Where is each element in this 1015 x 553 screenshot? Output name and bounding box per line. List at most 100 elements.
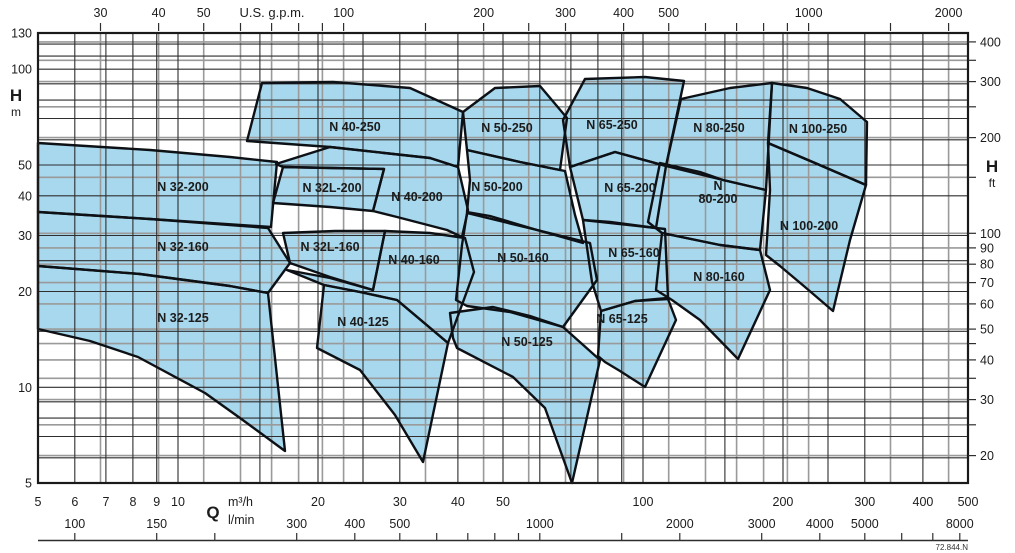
region-fill-N-40-160 <box>287 231 474 343</box>
svg-text:3000: 3000 <box>748 517 776 531</box>
svg-text:40: 40 <box>18 189 32 203</box>
svg-text:8: 8 <box>129 495 136 509</box>
svg-text:10: 10 <box>18 381 32 395</box>
svg-text:400: 400 <box>913 495 934 509</box>
svg-text:U.S. g.p.m.: U.S. g.p.m. <box>239 5 304 20</box>
grid-gray <box>38 33 968 483</box>
svg-text:300: 300 <box>854 495 875 509</box>
svg-text:4000: 4000 <box>806 517 834 531</box>
svg-text:30: 30 <box>18 229 32 243</box>
svg-text:500: 500 <box>958 495 979 509</box>
svg-text:N 80-160: N 80-160 <box>693 270 744 284</box>
svg-text:30: 30 <box>94 6 108 20</box>
svg-text:70: 70 <box>980 276 994 290</box>
svg-text:1000: 1000 <box>526 517 554 531</box>
svg-text:N 32-160: N 32-160 <box>157 240 208 254</box>
region-fill-N-50-200 <box>467 150 583 243</box>
axis-bottom-m3h: 5 6 7 8 9 10 20 30 40 50 100 200 300 400 500 Qm³/h l/min <box>35 495 979 527</box>
region-outline-N-32-200 <box>36 141 279 229</box>
svg-text:20: 20 <box>18 285 32 299</box>
region-fill-N-40-250 <box>247 82 463 167</box>
svg-text:400: 400 <box>613 6 634 20</box>
svg-text:500: 500 <box>389 517 410 531</box>
svg-text:N 32-125: N 32-125 <box>157 311 208 325</box>
svg-text:m: m <box>11 105 21 119</box>
svg-text:50: 50 <box>496 495 510 509</box>
svg-text:30: 30 <box>393 495 407 509</box>
axis-left-m: 130 100 50 40 30 20 10 5 Hm <box>10 27 32 491</box>
svg-text:l/min: l/min <box>228 513 254 527</box>
svg-text:7: 7 <box>102 495 109 509</box>
region-outline-N-100-250 <box>766 81 869 187</box>
svg-text:300: 300 <box>286 517 307 531</box>
svg-text:N 50-125: N 50-125 <box>501 335 552 349</box>
pump-region-outlines <box>36 75 869 485</box>
svg-text:100: 100 <box>11 63 32 77</box>
svg-text:40: 40 <box>152 6 166 20</box>
region-fill-N-50-160 <box>456 213 597 327</box>
svg-text:N 32L-160: N 32L-160 <box>300 240 359 254</box>
svg-text:2000: 2000 <box>666 517 694 531</box>
svg-text:N 40-250: N 40-250 <box>329 120 380 134</box>
svg-text:H: H <box>986 157 998 176</box>
svg-text:5000: 5000 <box>851 517 879 531</box>
svg-text:N 100-250: N 100-250 <box>789 122 847 136</box>
grid-dark <box>37 32 969 484</box>
svg-text:72.844.N: 72.844.N <box>936 543 969 552</box>
svg-text:400: 400 <box>980 35 1001 49</box>
svg-text:10: 10 <box>171 495 185 509</box>
svg-text:N 65-200: N 65-200 <box>604 181 655 195</box>
svg-text:200: 200 <box>773 495 794 509</box>
region-fill-N-80-160 <box>656 233 770 359</box>
svg-text:H: H <box>10 86 22 105</box>
svg-text:100: 100 <box>980 227 1001 241</box>
svg-text:50: 50 <box>18 158 32 172</box>
svg-text:300: 300 <box>555 6 576 20</box>
svg-text:90: 90 <box>980 241 994 255</box>
svg-text:m³/h: m³/h <box>228 495 253 509</box>
svg-text:60: 60 <box>980 297 994 311</box>
region-outline-N-50-250 <box>461 84 569 172</box>
svg-text:N 65-160: N 65-160 <box>608 246 659 260</box>
region-outline-N-40-160 <box>285 229 476 345</box>
svg-text:20: 20 <box>980 449 994 463</box>
svg-text:130: 130 <box>11 27 32 41</box>
svg-text:N 32L-200: N 32L-200 <box>302 181 361 195</box>
region-fill-N-80-250 <box>666 83 772 190</box>
svg-text:5: 5 <box>25 477 32 491</box>
region-fill-N-65-160 <box>583 220 668 311</box>
svg-text:100: 100 <box>64 517 85 531</box>
region-fill-N-100-200 <box>766 143 866 311</box>
svg-text:1000: 1000 <box>795 6 823 20</box>
svg-text:N 40-160: N 40-160 <box>388 253 439 267</box>
svg-text:2000: 2000 <box>935 6 963 20</box>
plot-border <box>36 31 970 485</box>
svg-text:N 40-125: N 40-125 <box>337 315 388 329</box>
svg-text:N 100-200: N 100-200 <box>780 219 838 233</box>
svg-text:20: 20 <box>311 495 325 509</box>
pump-region-labels: N 32-125 N 32-160 N 32-200 N 32L-160 N 32L-2… <box>157 118 847 349</box>
svg-text:300: 300 <box>980 75 1001 89</box>
svg-text:N 65-250: N 65-250 <box>586 118 637 132</box>
svg-text:40: 40 <box>451 495 465 509</box>
region-fill-N-100-250 <box>768 83 867 185</box>
svg-text:Q: Q <box>206 503 219 522</box>
region-label: N 80-200 <box>699 179 738 206</box>
svg-text:N 50-250: N 50-250 <box>481 121 532 135</box>
axis-bottom-lmin: 100 150 300 400 500 1000 2000 3000 4000 5000 8000 <box>38 517 974 542</box>
svg-text:50: 50 <box>197 6 211 20</box>
region-fill-N-50-125 <box>450 307 600 483</box>
svg-text:200: 200 <box>473 6 494 20</box>
svg-text:9: 9 <box>153 495 160 509</box>
svg-text:N 50-200: N 50-200 <box>471 180 522 194</box>
svg-text:N 80-250: N 80-250 <box>693 121 744 135</box>
region-fill-N-40-200 <box>276 147 468 237</box>
svg-text:N 40-200: N 40-200 <box>391 190 442 204</box>
svg-text:8000: 8000 <box>946 517 974 531</box>
svg-text:200: 200 <box>980 131 1001 145</box>
svg-text:ft: ft <box>989 176 996 190</box>
svg-text:30: 30 <box>980 393 994 407</box>
svg-text:40: 40 <box>980 353 994 367</box>
